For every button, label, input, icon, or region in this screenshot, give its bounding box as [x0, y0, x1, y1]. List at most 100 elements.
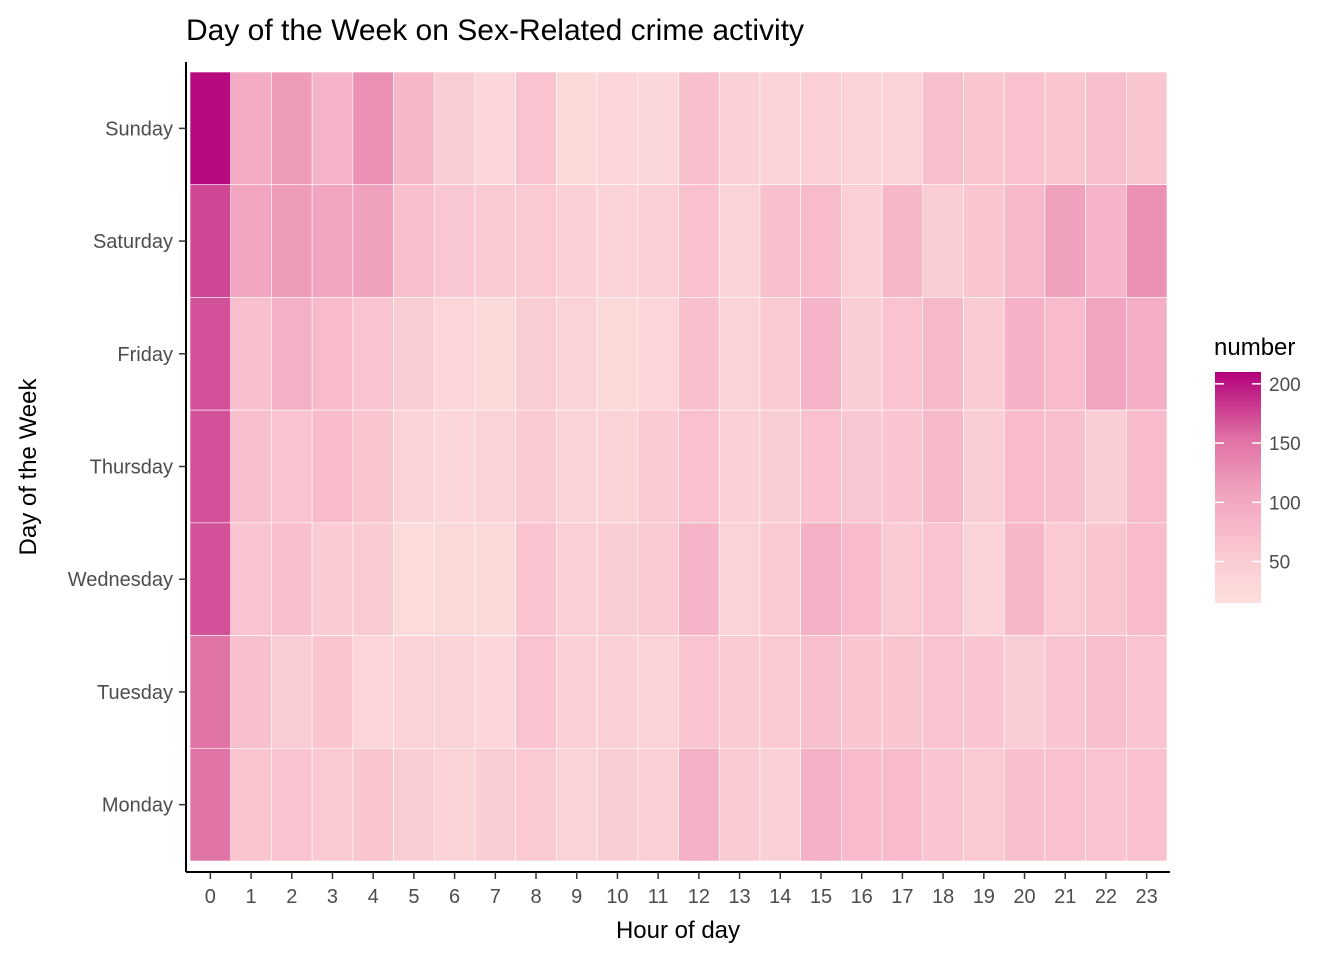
heatmap-cell-saturday-16	[841, 184, 883, 298]
heatmap-cell-tuesday-2	[271, 635, 313, 749]
heatmap-cell-wednesday-4	[352, 522, 394, 636]
heatmap-cell-thursday-10	[596, 409, 639, 524]
heatmap-cell-friday-4	[352, 297, 394, 411]
heatmap-cell-saturday-14	[759, 184, 801, 298]
heatmap-cell-wednesday-7	[474, 522, 516, 636]
heatmap-cell-saturday-10	[596, 184, 639, 298]
heatmap-cell-thursday-15	[800, 409, 842, 524]
heatmap-cell-thursday-17	[881, 409, 924, 524]
x-tick-label: 10	[606, 886, 628, 908]
heatmap-cell-friday-7	[474, 297, 516, 411]
heatmap-cell-saturday-19	[963, 184, 1005, 298]
heatmap-cell-sunday-6	[433, 71, 476, 186]
heatmap-cell-monday-16	[841, 747, 883, 862]
x-tick-label: 20	[1013, 886, 1035, 908]
colorbar-legend: number 50 100 150 200	[1214, 334, 1301, 603]
x-tick-label: 4	[368, 886, 379, 908]
x-tick-label: 1	[246, 886, 257, 908]
heatmap-cell-friday-12	[678, 297, 720, 411]
heatmap-cell-saturday-18	[922, 184, 964, 298]
heatmap-cell-monday-1	[230, 747, 272, 862]
heatmap-cell-monday-4	[352, 747, 394, 862]
heatmap-cell-thursday-11	[637, 409, 679, 524]
heatmap-cell-thursday-8	[515, 409, 557, 524]
y-tick-label: Wednesday	[68, 569, 173, 591]
heatmap-cell-tuesday-8	[515, 635, 557, 749]
heatmap-cell-friday-22	[1085, 297, 1127, 411]
heatmap-cell-thursday-3	[311, 409, 354, 524]
x-tick-label: 3	[327, 886, 338, 908]
x-tick-label: 19	[973, 886, 995, 908]
x-tick-label: 13	[728, 886, 750, 908]
heatmap-cell-saturday-22	[1085, 184, 1127, 298]
heatmap-cell-thursday-12	[678, 409, 720, 524]
heatmap-cell-tuesday-4	[352, 635, 394, 749]
heatmap-cell-thursday-6	[433, 409, 476, 524]
heatmap-cell-saturday-1	[230, 184, 272, 298]
heatmap-cell-sunday-16	[841, 71, 883, 186]
heatmap-cell-saturday-12	[678, 184, 720, 298]
heatmap-cell-friday-2	[271, 297, 313, 411]
heatmap-cell-thursday-13	[718, 409, 761, 524]
heatmap-cell-monday-14	[759, 747, 801, 862]
heatmap-cell-wednesday-11	[637, 522, 679, 636]
heatmap-cell-wednesday-16	[841, 522, 883, 636]
heatmap-cell-wednesday-17	[881, 522, 924, 636]
x-tick-label: 22	[1095, 886, 1117, 908]
x-tick-label: 23	[1136, 886, 1158, 908]
heatmap-cell-friday-5	[393, 297, 435, 411]
heatmap-cell-sunday-15	[800, 71, 842, 186]
heatmap-cell-wednesday-22	[1085, 522, 1127, 636]
heatmap-cell-tuesday-22	[1085, 635, 1127, 749]
heatmap-cell-friday-0	[189, 297, 232, 411]
heatmap-cell-sunday-3	[311, 71, 354, 186]
heatmap-cell-tuesday-18	[922, 635, 964, 749]
heatmap-cell-thursday-9	[556, 409, 598, 524]
heatmap-cell-wednesday-10	[596, 522, 639, 636]
heatmap-cell-monday-19	[963, 747, 1005, 862]
heatmap-cell-tuesday-6	[433, 635, 476, 749]
x-tick-label: 8	[530, 886, 541, 908]
heatmap-cell-tuesday-12	[678, 635, 720, 749]
y-tick-label: Friday	[117, 344, 173, 366]
heatmap-cell-friday-20	[1003, 297, 1046, 411]
heatmap-cell-monday-20	[1003, 747, 1046, 862]
heatmap-cell-monday-7	[474, 747, 516, 862]
heatmap-cell-sunday-18	[922, 71, 964, 186]
heatmap-cell-tuesday-9	[556, 635, 598, 749]
x-tick-label: 11	[648, 886, 669, 908]
heatmap-cell-saturday-15	[800, 184, 842, 298]
heatmap-cell-friday-13	[718, 297, 761, 411]
heatmap-cell-monday-15	[800, 747, 842, 862]
colorbar-tick-label: 50	[1269, 553, 1290, 574]
heatmap-cell-friday-8	[515, 297, 557, 411]
heatmap-cell-sunday-4	[352, 71, 394, 186]
heatmap-cell-sunday-13	[718, 71, 761, 186]
heatmap-cell-monday-11	[637, 747, 679, 862]
heatmap-cell-thursday-4	[352, 409, 394, 524]
heatmap-cell-thursday-5	[393, 409, 435, 524]
heatmap-cell-sunday-23	[1125, 71, 1168, 186]
heatmap-cell-sunday-21	[1044, 71, 1086, 186]
heatmap-cell-friday-10	[596, 297, 639, 411]
heatmap-cell-monday-3	[311, 747, 354, 862]
heatmap-cell-sunday-12	[678, 71, 720, 186]
heatmap-cell-wednesday-8	[515, 522, 557, 636]
heatmap-cell-tuesday-17	[881, 635, 924, 749]
heatmap-cell-wednesday-1	[230, 522, 272, 636]
heatmap-cell-monday-9	[556, 747, 598, 862]
x-tick-label: 21	[1054, 886, 1076, 908]
x-tick-label: 17	[891, 886, 913, 908]
x-tick-label: 16	[851, 886, 873, 908]
y-tick-label: Sunday	[105, 118, 173, 140]
x-tick-label: 0	[205, 886, 216, 908]
heatmap-cell-tuesday-23	[1125, 635, 1168, 749]
x-tick-label: 2	[286, 886, 297, 908]
heatmap-cell-wednesday-23	[1125, 522, 1168, 636]
heatmap-cell-tuesday-14	[759, 635, 801, 749]
heatmap-cell-friday-6	[433, 297, 476, 411]
heatmap-cell-monday-22	[1085, 747, 1127, 862]
heatmap-cell-friday-17	[881, 297, 924, 411]
heatmap-cell-tuesday-19	[963, 635, 1005, 749]
